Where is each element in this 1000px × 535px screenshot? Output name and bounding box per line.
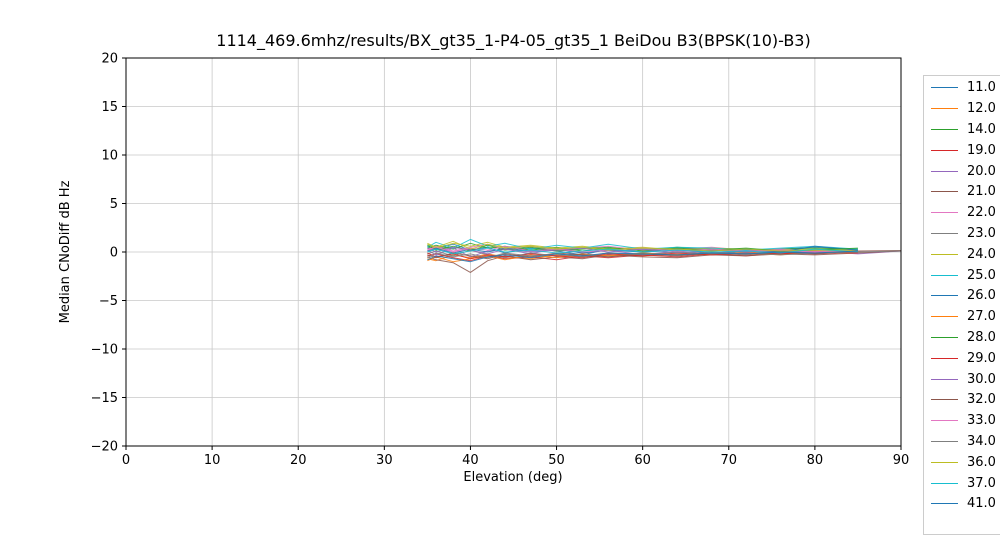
legend-swatch xyxy=(931,108,958,110)
legend-swatch xyxy=(931,420,958,422)
x-tick-label: 40 xyxy=(462,453,479,468)
legend-entry-27.0: 27.0 xyxy=(924,306,1000,327)
axes-layer xyxy=(122,57,902,450)
legend-entry-37.0: 37.0 xyxy=(924,473,1000,494)
legend-entry-14.0: 14.0 xyxy=(924,119,1000,140)
legend-label: 19.0 xyxy=(967,142,996,158)
legend-swatch xyxy=(931,191,958,193)
legend-entry-29.0: 29.0 xyxy=(924,348,1000,369)
legend-swatch xyxy=(931,482,958,484)
legend-label: 14.0 xyxy=(967,121,996,137)
legend-swatch xyxy=(931,357,958,359)
legend-swatch xyxy=(931,128,958,130)
figure: 1114_469.6mhz/results/BX_gt35_1-P4-05_gt… xyxy=(58,31,1000,535)
legend-label: 22.0 xyxy=(967,205,996,221)
plot-title: 1114_469.6mhz/results/BX_gt35_1-P4-05_gt… xyxy=(216,31,811,50)
legend-label: 25.0 xyxy=(967,267,996,283)
legend-label: 12.0 xyxy=(967,101,996,117)
series-line-37.0 xyxy=(427,247,858,255)
legend-label: 33.0 xyxy=(967,413,996,429)
x-tick-label: 20 xyxy=(290,453,307,468)
series-line-36.0 xyxy=(427,240,858,252)
series-layer xyxy=(427,238,902,273)
legend: 11.0 12.0 14.0 19.0 20.0 21.0 22.0 23.0 24.0 25.0… xyxy=(923,75,1000,535)
y-tick-label: 20 xyxy=(101,52,118,67)
legend-swatch xyxy=(931,212,958,214)
legend-label: 21.0 xyxy=(967,184,996,200)
legend-entry-30.0: 30.0 xyxy=(924,369,1000,390)
legend-label: 32.0 xyxy=(967,392,996,408)
x-tick-label: 60 xyxy=(634,453,651,468)
y-tick-label: 0 xyxy=(110,246,118,261)
x-tick-label: 50 xyxy=(548,453,565,468)
legend-entry-26.0: 26.0 xyxy=(924,285,1000,306)
x-tick-label: 70 xyxy=(721,453,738,468)
y-tick-label: −10 xyxy=(91,343,118,358)
legend-entry-34.0: 34.0 xyxy=(924,431,1000,452)
legend-swatch xyxy=(931,316,958,318)
legend-entry-12.0: 12.0 xyxy=(924,98,1000,119)
legend-entry-25.0: 25.0 xyxy=(924,265,1000,286)
x-axis-label: Elevation (deg) xyxy=(463,470,562,485)
y-tick-label: 15 xyxy=(101,100,118,115)
y-tick-label: 5 xyxy=(110,197,118,212)
legend-entry-20.0: 20.0 xyxy=(924,161,1000,182)
legend-entry-24.0: 24.0 xyxy=(924,244,1000,265)
legend-entry-41.0: 41.0 xyxy=(924,493,1000,514)
y-tick-label: −20 xyxy=(91,440,118,455)
legend-entry-32.0: 32.0 xyxy=(924,389,1000,410)
legend-swatch xyxy=(931,253,958,255)
legend-label: 11.0 xyxy=(967,80,996,96)
legend-entry-36.0: 36.0 xyxy=(924,452,1000,473)
y-tick-label: 10 xyxy=(101,149,118,164)
legend-entry-21.0: 21.0 xyxy=(924,181,1000,202)
legend-label: 34.0 xyxy=(967,433,996,449)
legend-swatch xyxy=(931,295,958,297)
legend-label: 23.0 xyxy=(967,225,996,241)
legend-entry-23.0: 23.0 xyxy=(924,223,1000,244)
legend-label: 28.0 xyxy=(967,329,996,345)
legend-swatch xyxy=(931,274,958,276)
legend-swatch xyxy=(931,378,958,380)
legend-swatch xyxy=(931,461,958,463)
x-tick-label: 30 xyxy=(376,453,393,468)
legend-label: 20.0 xyxy=(967,163,996,179)
series-line-41.0 xyxy=(427,250,858,263)
legend-swatch xyxy=(931,399,958,401)
y-axis-label: Median CNoDiff dB Hz xyxy=(58,180,73,323)
legend-swatch xyxy=(931,503,958,505)
legend-label: 24.0 xyxy=(967,246,996,262)
x-tick-label: 10 xyxy=(204,453,221,468)
legend-swatch xyxy=(931,87,958,89)
legend-entry-28.0: 28.0 xyxy=(924,327,1000,348)
x-tick-label: 80 xyxy=(807,453,824,468)
legend-label: 27.0 xyxy=(967,309,996,325)
legend-entry-19.0: 19.0 xyxy=(924,140,1000,161)
series-line-33.0 xyxy=(427,245,858,253)
legend-label: 37.0 xyxy=(967,475,996,491)
x-tick-label: 90 xyxy=(893,453,910,468)
legend-label: 41.0 xyxy=(967,496,996,512)
legend-entry-33.0: 33.0 xyxy=(924,410,1000,431)
y-tick-label: −15 xyxy=(91,391,118,406)
legend-label: 36.0 xyxy=(967,454,996,470)
legend-label: 30.0 xyxy=(967,371,996,387)
legend-entry-22.0: 22.0 xyxy=(924,202,1000,223)
legend-label: 29.0 xyxy=(967,350,996,366)
legend-swatch xyxy=(931,170,958,172)
legend-entry-11.0: 11.0 xyxy=(924,78,1000,99)
legend-swatch xyxy=(931,440,958,442)
legend-swatch xyxy=(931,232,958,234)
legend-swatch xyxy=(931,336,958,338)
legend-swatch xyxy=(931,149,958,151)
x-tick-label: 0 xyxy=(122,453,130,468)
legend-label: 26.0 xyxy=(967,288,996,304)
y-tick-label: −5 xyxy=(99,294,118,309)
